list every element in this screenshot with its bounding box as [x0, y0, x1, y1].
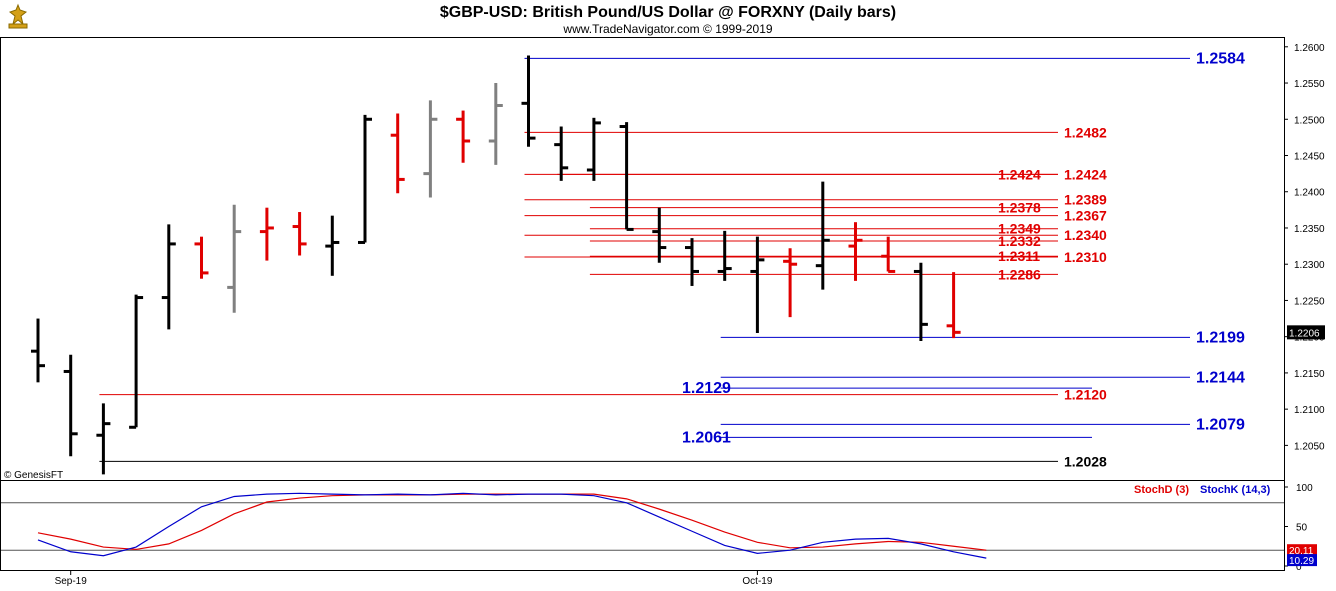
level-label: 1.2378 — [998, 200, 1041, 216]
stoch-y-axis: 100 50 0 — [1284, 483, 1313, 573]
level-label: 1.2482 — [1064, 124, 1107, 140]
legend-stoch-d: StochD (3) — [1134, 484, 1189, 496]
price-tick-label: 1.2500 — [1294, 115, 1325, 126]
level-label: 1.2028 — [1064, 453, 1107, 469]
price-bar — [783, 248, 798, 318]
price-bar — [488, 83, 503, 165]
level-label: 1.2120 — [1064, 387, 1107, 403]
price-tick-label: 1.2450 — [1294, 152, 1325, 163]
level-label: 1.2311 — [998, 248, 1040, 264]
level-label: 1.2424 — [1064, 166, 1107, 182]
stoch-legend: StochD (3) StochK (14,3) — [1134, 484, 1271, 496]
price-bar — [750, 236, 765, 334]
stoch-d-last-label: 20.11 — [1289, 546, 1314, 557]
price-bar — [358, 114, 372, 244]
price-bar — [227, 204, 242, 313]
price-levels: 1.2584 1.2482 1.2424 1.2424 1.2389 1.2378 1.23… — [99, 50, 1245, 469]
price-bar — [586, 117, 601, 181]
price-bar — [292, 212, 307, 256]
stoch-k-last-label: 10.29 — [1289, 556, 1314, 567]
last-price-tag: 1.2206 — [1287, 325, 1325, 340]
level-label: 1.2286 — [998, 266, 1041, 282]
level-label: 1.2332 — [998, 233, 1041, 249]
stoch-tick-label: 100 — [1296, 483, 1313, 494]
copyright-label: © GenesisFT — [4, 470, 63, 481]
chart-subtitle: www.TradeNavigator.com © 1999-2019 — [562, 22, 772, 36]
price-y-axis: 1.2600 1.2550 1.2500 1.2450 1.2400 1.2350 1.23… — [1284, 43, 1325, 452]
stoch-d-last-box — [1287, 544, 1317, 557]
price-bar — [848, 222, 863, 281]
price-bar — [31, 318, 45, 383]
level-label: 1.2079 — [1196, 416, 1245, 433]
price-bar — [63, 354, 78, 457]
price-tick-label: 1.2100 — [1294, 405, 1325, 416]
price-bar — [913, 262, 928, 342]
last-price-label: 1.2206 — [1289, 328, 1320, 339]
price-tick-label: 1.2300 — [1294, 260, 1325, 271]
x-tick-label: Sep-19 — [55, 576, 88, 587]
price-bar — [619, 122, 634, 231]
price-tick-label: 1.2150 — [1294, 369, 1325, 380]
level-label: 1.2199 — [1196, 329, 1245, 346]
stoch-tick-label: 0 — [1296, 562, 1302, 573]
price-tick-label: 1.2550 — [1294, 79, 1325, 90]
stoch-series-line — [37, 492, 987, 559]
price-bar — [881, 236, 896, 273]
price-tick-label: 1.2050 — [1294, 441, 1325, 452]
stoch-tick-label: 50 — [1296, 523, 1308, 534]
price-tick-label: 1.2350 — [1294, 224, 1325, 235]
level-label: 1.2389 — [1064, 192, 1107, 208]
x-axis: Sep-19 Oct-19 — [55, 571, 773, 587]
price-bar — [554, 126, 569, 181]
level-label: 1.2367 — [1064, 208, 1107, 224]
level-label: 1.2424 — [998, 166, 1041, 182]
stoch-panel — [0, 480, 1285, 571]
stoch-k-last-box — [1287, 554, 1317, 567]
last-price-box — [1287, 325, 1325, 340]
price-bar — [259, 207, 274, 261]
price-bar — [161, 224, 176, 330]
price-bar — [129, 294, 144, 429]
level-label: 1.2144 — [1196, 369, 1245, 386]
price-bar — [390, 113, 405, 194]
level-label: 1.2340 — [1064, 227, 1107, 243]
price-bar — [521, 55, 536, 147]
price-bars — [31, 55, 961, 475]
chart-title: $GBP-USD: British Pound/US Dollar @ FORX… — [440, 4, 896, 21]
price-bar — [325, 215, 340, 276]
legend-stoch-k: StochK (14,3) — [1200, 484, 1271, 496]
logo-icon — [4, 3, 32, 31]
price-bar — [96, 403, 111, 475]
price-bar — [717, 230, 732, 281]
level-label: 1.2061 — [682, 429, 731, 446]
level-label: 1.2310 — [1064, 249, 1107, 265]
price-bar — [946, 272, 961, 339]
price-bar — [685, 238, 699, 286]
price-bar — [194, 236, 209, 279]
price-bar — [652, 207, 667, 263]
price-bar — [815, 181, 830, 290]
price-tick-label: 1.2600 — [1294, 43, 1325, 54]
price-tick-label: 1.2400 — [1294, 188, 1325, 199]
x-tick-label: Oct-19 — [742, 576, 772, 587]
price-bar — [423, 100, 438, 198]
level-label: 1.2584 — [1196, 50, 1245, 67]
price-bar — [456, 110, 471, 163]
price-tick-label: 1.2250 — [1294, 296, 1325, 307]
level-label: 1.2349 — [998, 221, 1041, 237]
level-label: 1.2129 — [682, 380, 731, 397]
